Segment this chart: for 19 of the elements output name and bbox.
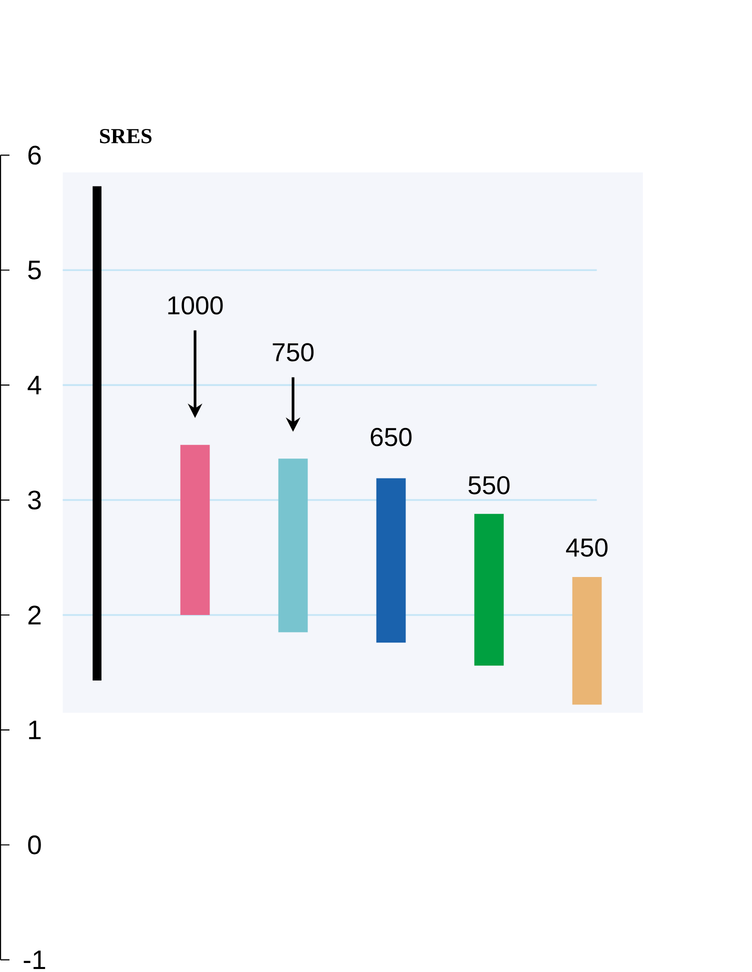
y-tick-label: 6 [28, 146, 41, 165]
y-tick-label: 5 [28, 260, 41, 280]
y-tick-label: -1 [24, 950, 45, 970]
y-tick-label: 3 [28, 490, 41, 510]
bar [180, 444, 210, 615]
bar [278, 458, 308, 632]
x-tick-label: 1000 [168, 296, 223, 315]
x-tick-label: 650 [370, 428, 412, 446]
y-tick-label: 2 [28, 606, 40, 624]
y-tick-label: 4 [27, 376, 41, 394]
y-tick-label: 0 [28, 835, 41, 854]
bar [376, 478, 406, 643]
bar [474, 514, 504, 666]
x-tick-label: SRES [100, 128, 152, 144]
y-tick-label: 1 [28, 720, 40, 740]
x-tick-label: 550 [468, 476, 510, 494]
x-tick-label: 450 [566, 538, 608, 557]
x-tick-label: 750 [272, 343, 314, 362]
bar [572, 577, 602, 705]
